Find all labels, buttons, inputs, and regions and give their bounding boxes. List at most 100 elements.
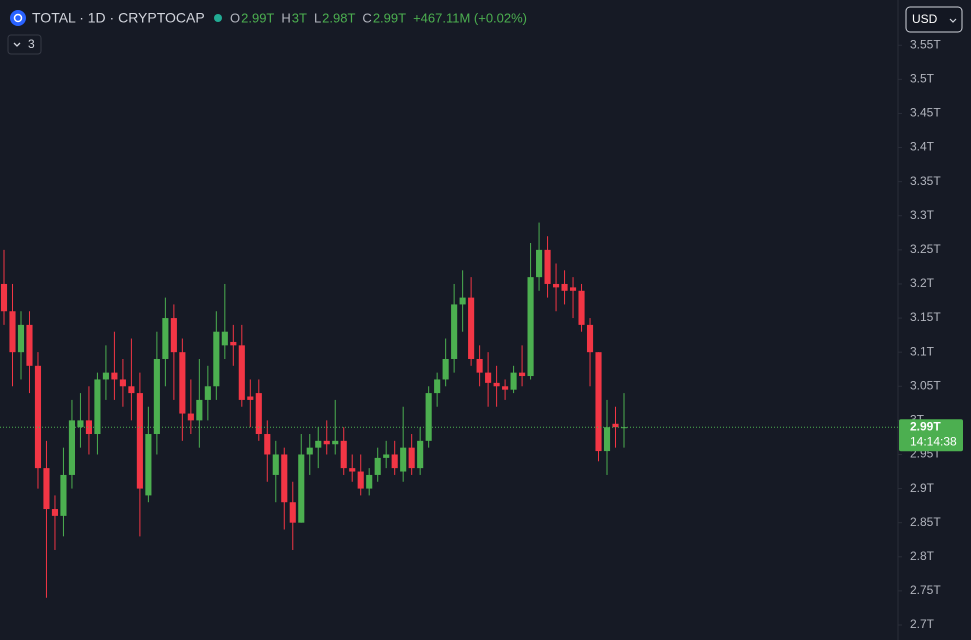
candle-body <box>111 372 118 380</box>
ohlc-value: 2.98T <box>322 10 355 25</box>
symbol-icon <box>10 10 26 26</box>
currency-box[interactable] <box>905 6 963 33</box>
candle-body <box>85 420 92 435</box>
candle-body <box>17 324 25 353</box>
indicators-count[interactable]: 3 <box>28 37 35 51</box>
candle-body <box>315 440 322 448</box>
candle-body <box>187 413 194 421</box>
candle-body <box>434 379 441 394</box>
candle-body <box>527 277 534 377</box>
y-tick-label: 2.75T <box>910 583 941 597</box>
y-tick-label: 3.25T <box>910 242 941 256</box>
candle-body <box>476 358 483 373</box>
candle-body <box>77 420 84 428</box>
candle-body <box>357 471 364 489</box>
y-tick-label: 3.1T <box>910 344 935 358</box>
y-tick-label: 2.85T <box>910 515 941 529</box>
candle-body <box>204 386 211 400</box>
change-value: +467.11M (+0.02%) <box>413 10 527 25</box>
candle-body <box>544 249 551 284</box>
candle-body <box>51 509 59 516</box>
candle-body <box>213 331 220 387</box>
y-tick-label: 3.35T <box>910 174 941 188</box>
candle-body <box>26 324 33 366</box>
ohlc-value: 2.99T <box>373 10 406 25</box>
candle-body <box>612 423 619 428</box>
candle-body <box>0 283 8 312</box>
candle-body <box>400 447 407 472</box>
indicators-box[interactable] <box>7 34 42 55</box>
y-tick-label: 3.45T <box>910 106 941 120</box>
candle-body <box>230 341 237 346</box>
candle-body <box>247 396 254 400</box>
candle-body <box>552 283 560 288</box>
ohlc-label: L <box>314 10 321 25</box>
candle-body <box>94 379 101 435</box>
ohlc-label: H <box>281 10 290 25</box>
y-tick-label: 2.7T <box>910 617 935 631</box>
candle-body <box>102 372 109 380</box>
candle-body <box>603 427 611 452</box>
candle-body <box>595 352 602 452</box>
candle-body <box>519 372 526 377</box>
currency-label[interactable]: USD <box>912 12 938 26</box>
chevron <box>13 42 21 47</box>
ohlc-value: 3T <box>292 10 307 25</box>
y-tick-label: 3.3T <box>910 208 935 222</box>
ohlc-label: O <box>230 10 240 25</box>
y-tick-label: 3.2T <box>910 276 935 290</box>
candle-body <box>349 468 356 472</box>
candle-body <box>9 311 16 353</box>
y-tick-label: 3.05T <box>910 378 941 392</box>
y-tick-label: 3.4T <box>910 140 935 154</box>
indicators-button[interactable]: 3 <box>7 34 42 55</box>
y-tick-label: 2.9T <box>910 481 935 495</box>
candle-body <box>459 297 466 305</box>
candle-body <box>43 468 50 510</box>
candle-body <box>374 457 381 475</box>
candle-body <box>255 393 262 435</box>
candle-body <box>153 358 160 435</box>
candle-body <box>179 352 186 414</box>
candle-body <box>128 386 135 394</box>
candle-body <box>340 440 347 469</box>
candle-body <box>502 386 509 390</box>
candle-body <box>468 297 475 359</box>
plot-area <box>0 222 898 598</box>
candle-body <box>162 318 169 359</box>
candle-body <box>289 502 296 523</box>
y-tick-label: 3.55T <box>910 37 941 51</box>
candle-body <box>383 454 390 458</box>
candle-body <box>510 372 517 390</box>
candle-body <box>221 331 228 346</box>
candle-body <box>68 420 76 475</box>
ohlc-label: C <box>362 10 371 25</box>
candle-body <box>366 474 373 489</box>
candle-body <box>425 393 432 441</box>
candle-body <box>281 454 288 503</box>
candle-body <box>578 290 585 325</box>
candle-body <box>145 434 152 496</box>
candle-body <box>493 382 500 387</box>
candle-body <box>264 434 271 455</box>
candle-body <box>391 454 398 469</box>
chevron <box>949 18 957 23</box>
candle-body <box>536 249 543 278</box>
candle-body <box>417 440 424 469</box>
candle-body <box>238 345 245 400</box>
candle-body <box>451 304 458 359</box>
symbol-title[interactable]: TOTAL · 1D · CRYPTOCAP <box>32 10 205 26</box>
candle-body <box>136 393 143 489</box>
price-label: 2.99T <box>910 419 941 433</box>
legend-header: TOTAL · 1D · CRYPTOCAP O 2.99T H 3T L 2.98T C 2… <box>10 10 527 26</box>
currency-button[interactable]: USD <box>905 6 963 33</box>
y-tick-label: 3.5T <box>910 72 935 86</box>
price-label-box <box>899 419 963 452</box>
candle-body <box>586 324 594 353</box>
y-tick-label: 2.8T <box>910 549 935 563</box>
candle-body <box>272 454 279 475</box>
symbol-icon-mark <box>13 13 23 23</box>
